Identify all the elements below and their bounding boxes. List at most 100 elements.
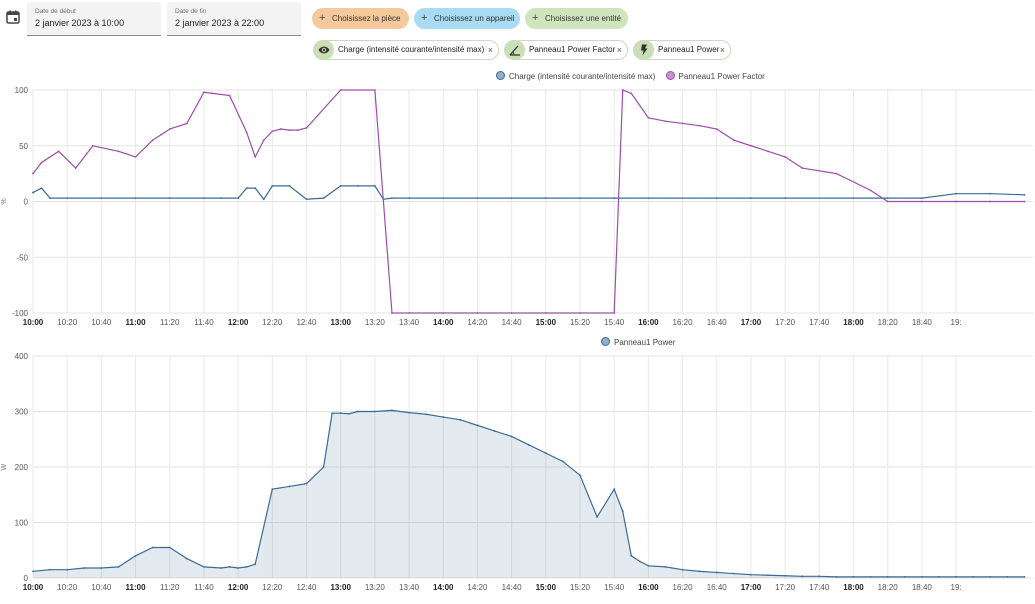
x-tick-label: 17:00 — [741, 583, 762, 592]
data-point — [237, 567, 240, 569]
data-point — [408, 312, 410, 314]
start-date-label: Date de début — [35, 8, 76, 15]
data-point — [476, 197, 479, 200]
data-point — [373, 184, 376, 187]
data-point — [331, 412, 334, 415]
choose-entity-button[interactable]: + Choisissez une entité — [525, 8, 628, 29]
data-point — [801, 575, 804, 578]
choose-entity-label: Choisissez une entité — [545, 14, 622, 23]
data-point — [32, 172, 34, 175]
choose-device-button[interactable]: + Choisissez un appareil — [414, 8, 520, 29]
x-tick-label: 11:00 — [126, 583, 147, 592]
legend-item-power[interactable]: Panneau1 Power — [601, 337, 675, 347]
data-point — [117, 566, 120, 568]
x-tick-label: 12:20 — [262, 318, 283, 327]
data-point — [66, 197, 69, 200]
calendar-icon[interactable] — [6, 10, 20, 24]
x-tick-label: 16:20 — [673, 583, 694, 592]
x-tick-label: 11:00 — [126, 318, 147, 327]
legend-swatch — [496, 71, 505, 80]
data-point — [373, 89, 376, 91]
data-point — [49, 197, 51, 200]
plus-icon: + — [532, 12, 539, 24]
close-icon[interactable]: × — [487, 45, 493, 55]
data-point — [254, 563, 257, 566]
y-tick-label: 0 — [24, 574, 29, 583]
data-point — [373, 410, 376, 413]
data-point — [203, 197, 205, 200]
data-point — [869, 189, 872, 192]
data-point — [698, 124, 701, 127]
data-point — [66, 568, 69, 571]
data-point — [664, 120, 667, 123]
data-point — [715, 571, 718, 574]
data-point — [613, 197, 616, 200]
data-point — [237, 197, 240, 200]
data-point — [339, 184, 342, 187]
data-point — [220, 567, 222, 569]
data-point — [510, 435, 513, 438]
x-tick-label: 17:20 — [775, 318, 796, 327]
data-point — [254, 156, 257, 158]
x-tick-label: 15:00 — [536, 583, 557, 592]
data-point — [852, 197, 855, 200]
x-tick-label: 13:40 — [399, 318, 420, 327]
start-date-field[interactable]: Date de début 2 janvier 2023 à 10:00 — [27, 2, 161, 36]
power-chart[interactable]: 400 300 200 100 010:00 10:20 10:40 11:00 11:20 11… — [0, 350, 1035, 604]
x-tick-label: 11:40 — [194, 583, 214, 592]
data-point — [1006, 575, 1009, 578]
x-tick-label: 12:00 — [228, 583, 249, 592]
data-point — [920, 197, 923, 200]
data-point — [630, 92, 633, 95]
data-point — [767, 574, 769, 577]
y-tick-label: 400 — [15, 352, 29, 361]
x-tick-label: 19: — [951, 583, 962, 592]
data-point — [83, 567, 86, 569]
end-date-field[interactable]: Date de fin 2 janvier 2023 à 22:00 — [167, 2, 301, 36]
data-point — [288, 129, 291, 132]
legend-item-power-factor[interactable]: Panneau1 Power Factor — [665, 71, 765, 81]
close-icon[interactable]: × — [719, 45, 725, 55]
close-icon[interactable]: × — [616, 45, 622, 55]
legend-label: Charge (intensité courante/intensité max… — [509, 72, 656, 81]
x-tick-label: 10:20 — [57, 318, 78, 327]
data-point — [886, 200, 889, 203]
history-toolbar: Date de début 2 janvier 2023 à 10:00 Dat… — [0, 0, 1035, 66]
data-point — [647, 564, 650, 567]
data-point — [185, 557, 188, 560]
data-point — [732, 572, 735, 575]
data-point — [228, 94, 231, 97]
entity-chip-charge[interactable]: Charge (intensité courante/intensité max… — [313, 40, 499, 60]
y-tick-label: 300 — [15, 408, 29, 417]
data-point — [715, 197, 718, 200]
chip-label: Panneau1 Power — [658, 45, 720, 54]
chip-label: Panneau1 Power Factor — [529, 45, 616, 54]
data-point — [203, 91, 205, 94]
data-point — [989, 575, 992, 578]
data-point — [989, 192, 992, 195]
x-tick-label: 13:20 — [365, 583, 386, 592]
data-point — [322, 197, 325, 200]
choose-area-button[interactable]: + Choisissez la pièce — [312, 8, 409, 29]
x-tick-label: 16:00 — [638, 318, 659, 327]
data-point — [955, 200, 957, 203]
legend-item-charge[interactable]: Charge (intensité courante/intensité max… — [496, 71, 658, 81]
data-point — [356, 410, 359, 413]
data-point — [562, 460, 564, 463]
entity-chip-power-factor[interactable]: Panneau1 Power Factor × — [504, 40, 628, 60]
y-tick-label: -100 — [12, 309, 29, 318]
data-point — [339, 89, 342, 91]
chip-label: Charge (intensité courante/intensité max… — [338, 45, 485, 54]
data-point — [1023, 575, 1026, 578]
y-axis-title: % — [1, 198, 8, 204]
data-point — [664, 566, 667, 568]
x-tick-label: 16:40 — [707, 583, 728, 592]
data-point — [160, 133, 163, 136]
x-tick-label: 16:20 — [673, 318, 694, 327]
data-point — [835, 172, 838, 175]
x-tick-label: 15:00 — [536, 318, 557, 327]
chart2-legend: Panneau1 Power — [601, 337, 675, 347]
data-point — [245, 187, 248, 190]
entity-chip-power[interactable]: Panneau1 Power × — [633, 40, 731, 60]
